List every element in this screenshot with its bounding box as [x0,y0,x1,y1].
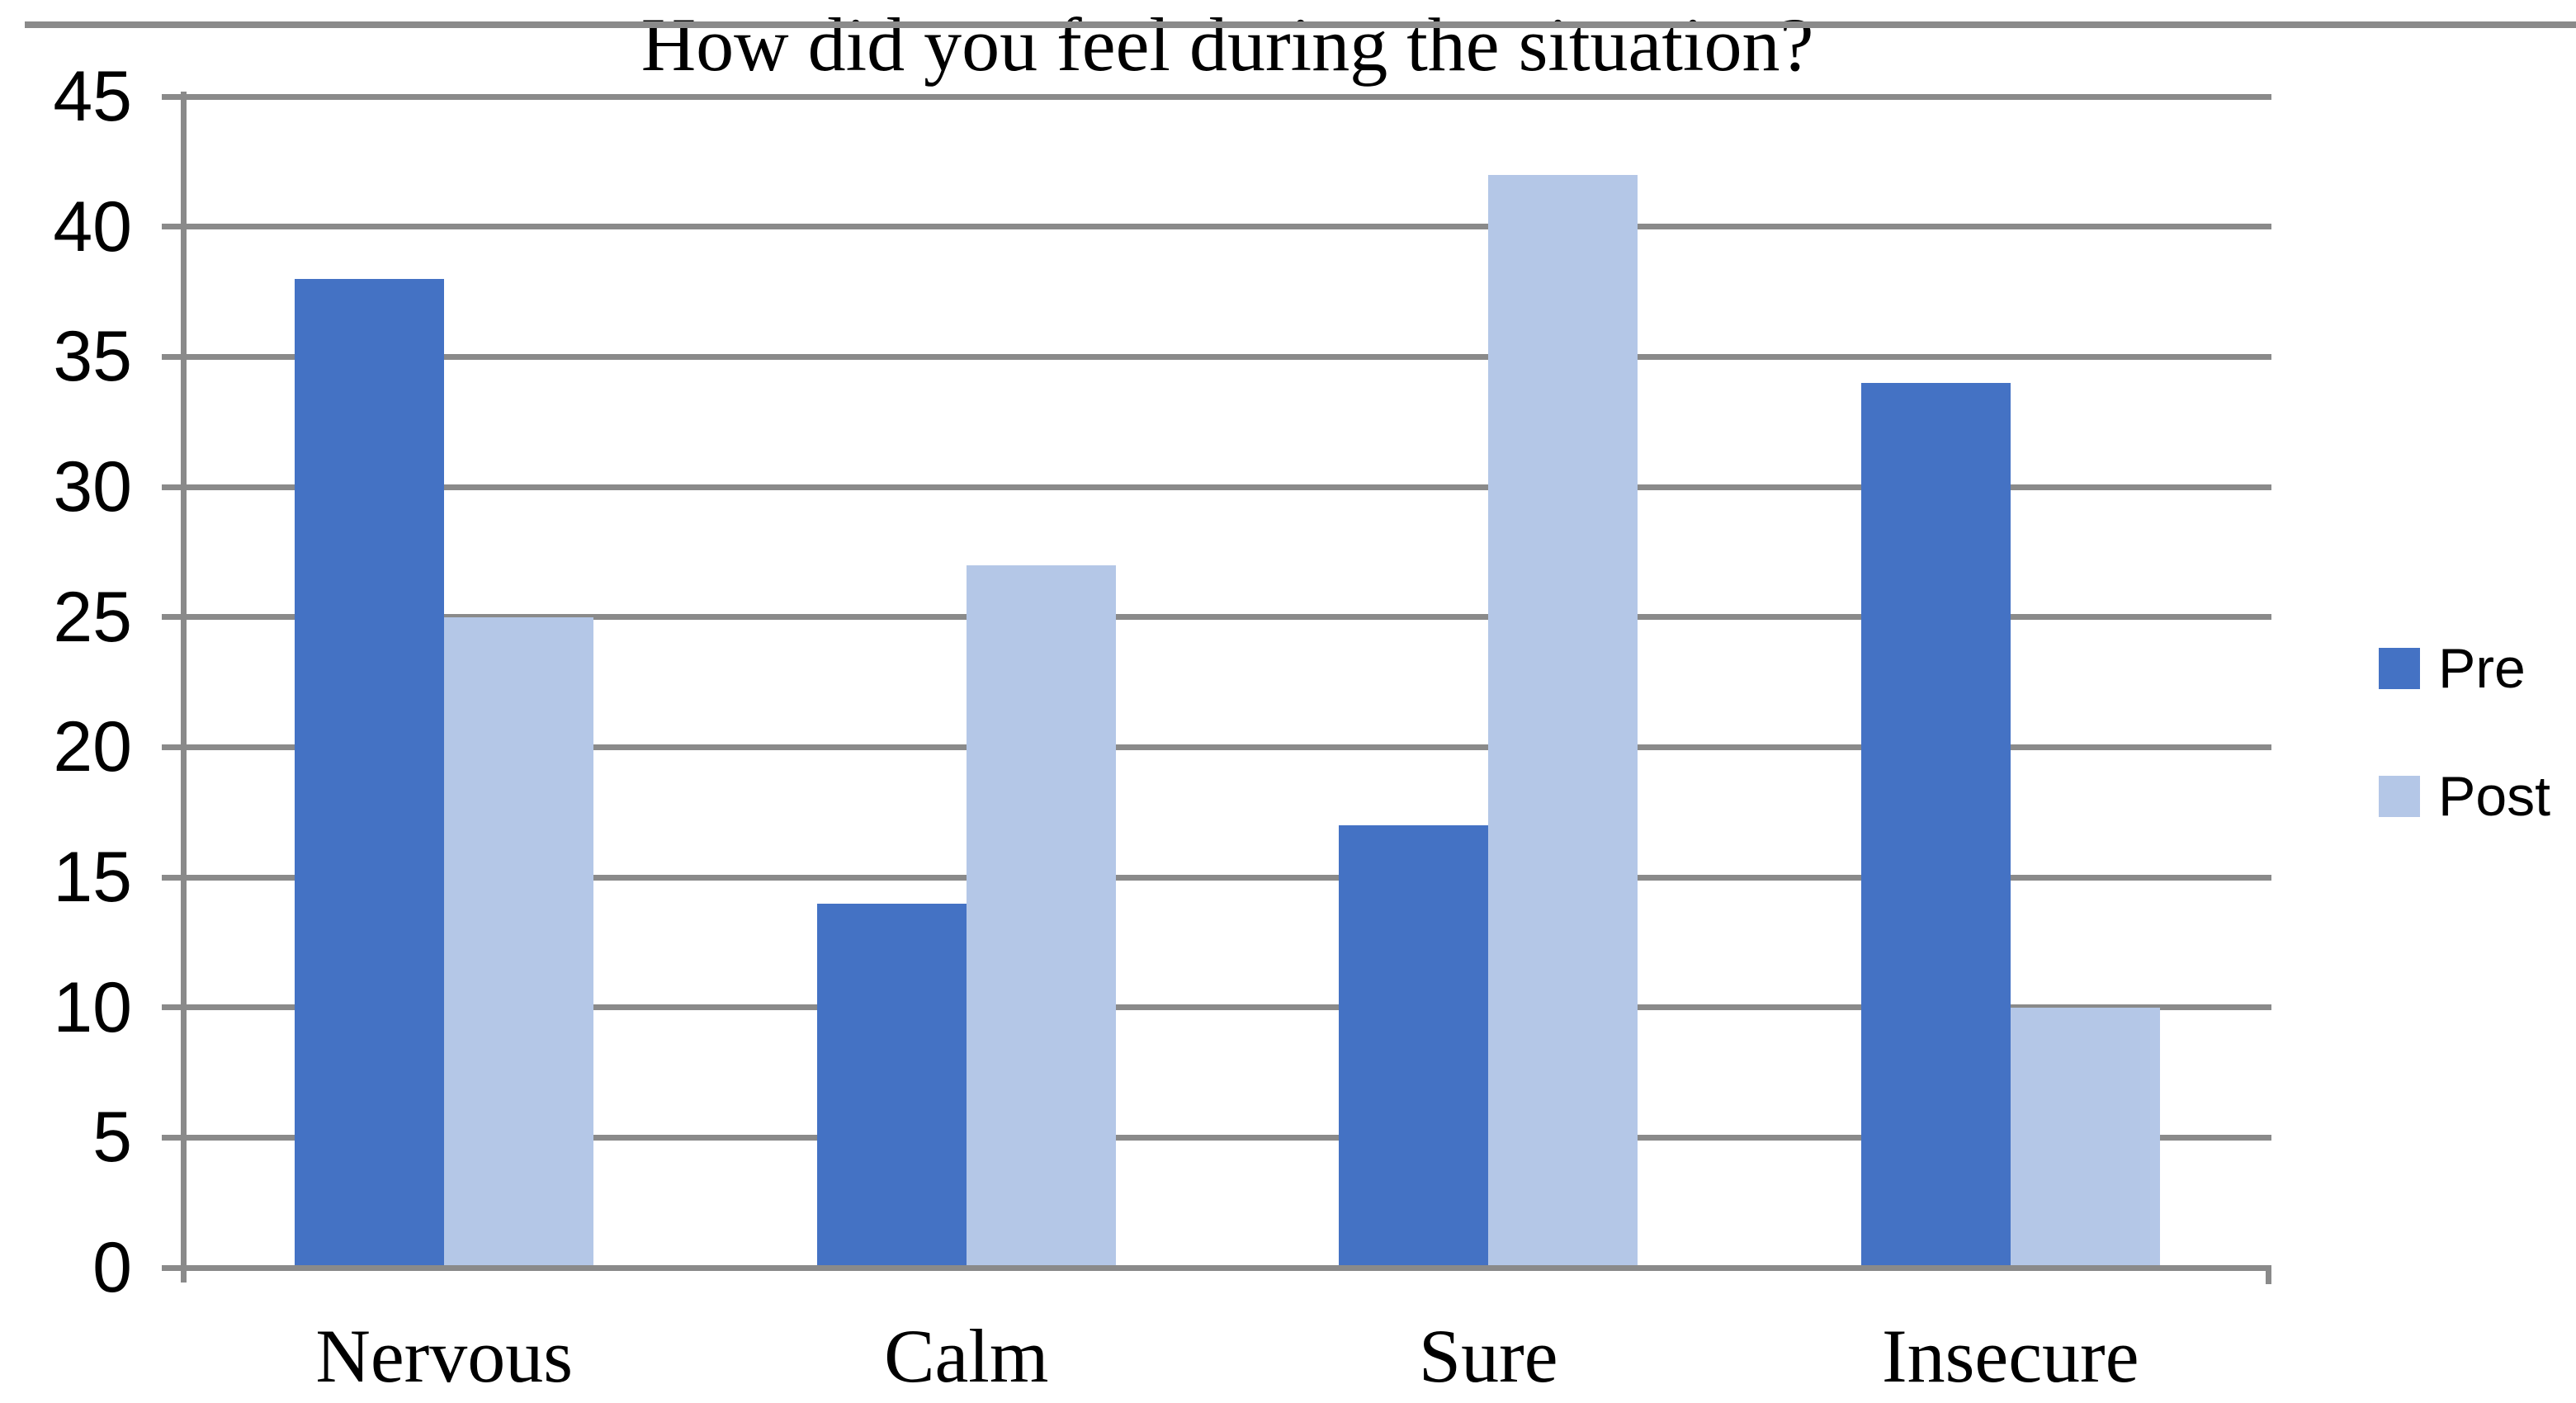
bar-post-nervous [444,616,594,1268]
x-axis-baseline [162,1264,2271,1271]
y-tick-label-35: 35 [53,317,132,397]
category-label-sure: Sure [1418,1314,1558,1398]
bar-post-calm [966,565,1116,1268]
gridline-30 [162,484,2271,490]
y-tick-label-0: 0 [92,1228,132,1307]
gridline-45 [162,93,2271,100]
category-label-calm: Calm [884,1314,1049,1398]
bar-post-insecure [2010,1007,2160,1268]
legend-item-pre: Pre [2379,637,2526,700]
y-tick-label-20: 20 [53,707,132,787]
legend-swatch-pre [2379,648,2420,689]
gridline-5 [162,1134,2271,1141]
bar-pre-calm [816,903,967,1268]
category-label-nervous: Nervous [315,1314,574,1398]
bar-pre-sure [1339,824,1489,1268]
legend-swatch-post [2379,776,2420,817]
bar-pre-insecure [1860,382,2011,1268]
gridline-40 [162,224,2271,230]
y-tick-label-15: 15 [53,838,132,917]
bar-pre-nervous [295,278,445,1268]
category-label-insecure: Insecure [1881,1314,2139,1398]
x-axis-end-tick [2266,1268,2271,1284]
bar-post-sure [1488,174,1638,1268]
y-axis-line [180,92,187,1283]
gridline-15 [162,874,2271,881]
gridline-10 [162,1004,2271,1011]
y-tick-label-40: 40 [53,187,132,267]
chart-title: How did you feel during the situation? [640,2,1814,87]
y-tick-label-45: 45 [53,57,132,136]
gridline-35 [162,353,2271,360]
y-tick-label-25: 25 [53,577,132,657]
y-tick-label-5: 5 [92,1098,132,1178]
legend-item-post: Post [2379,765,2551,828]
y-tick-label-10: 10 [53,967,132,1047]
y-tick-label-30: 30 [53,447,132,527]
legend-label-post: Post [2438,765,2551,828]
gridline-25 [162,614,2271,621]
legend-label-pre: Pre [2438,637,2526,700]
chart-top-border-line [25,21,2576,28]
gridline-20 [162,744,2271,750]
